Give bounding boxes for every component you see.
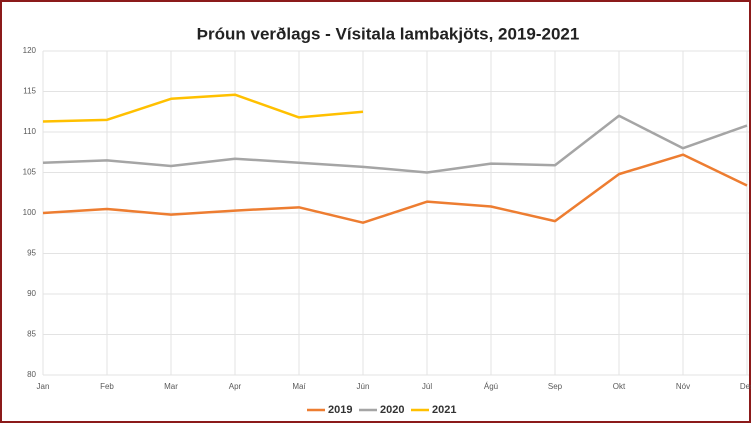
legend-label: 2019 bbox=[328, 404, 352, 416]
legend-label: 2021 bbox=[432, 404, 456, 416]
series-line bbox=[42, 93, 364, 123]
series-line bbox=[42, 153, 748, 224]
y-tick-label: 110 bbox=[23, 127, 36, 136]
y-tick-label: 80 bbox=[27, 370, 36, 379]
y-tick-label: 115 bbox=[23, 87, 36, 96]
series-line bbox=[42, 114, 748, 174]
y-tick-label: 100 bbox=[23, 208, 37, 217]
x-tick-label: Sep bbox=[548, 382, 563, 391]
x-tick-label: Feb bbox=[100, 382, 114, 391]
x-tick-label: Apr bbox=[229, 382, 242, 391]
y-tick-label: 105 bbox=[23, 168, 37, 177]
x-tick-label: Mar bbox=[164, 382, 178, 391]
y-tick-label: 85 bbox=[27, 330, 36, 339]
x-tick-label: Jún bbox=[357, 382, 370, 391]
x-tick-label: Maí bbox=[292, 382, 306, 391]
y-tick-label: 90 bbox=[27, 289, 36, 298]
y-tick-label: 95 bbox=[27, 249, 36, 258]
x-tick-label: Nóv bbox=[676, 382, 690, 391]
x-tick-label: Júl bbox=[422, 382, 432, 391]
chart-title: Þróun verðlags - Vísitala lambakjöts, 20… bbox=[197, 24, 580, 43]
x-tick-label: Okt bbox=[613, 382, 626, 391]
legend-label: 2020 bbox=[380, 404, 404, 416]
y-tick-label: 120 bbox=[23, 46, 37, 55]
x-tick-label: Ágú bbox=[484, 382, 498, 391]
x-tick-label: Des bbox=[740, 382, 751, 391]
x-tick-label: Jan bbox=[37, 382, 50, 391]
